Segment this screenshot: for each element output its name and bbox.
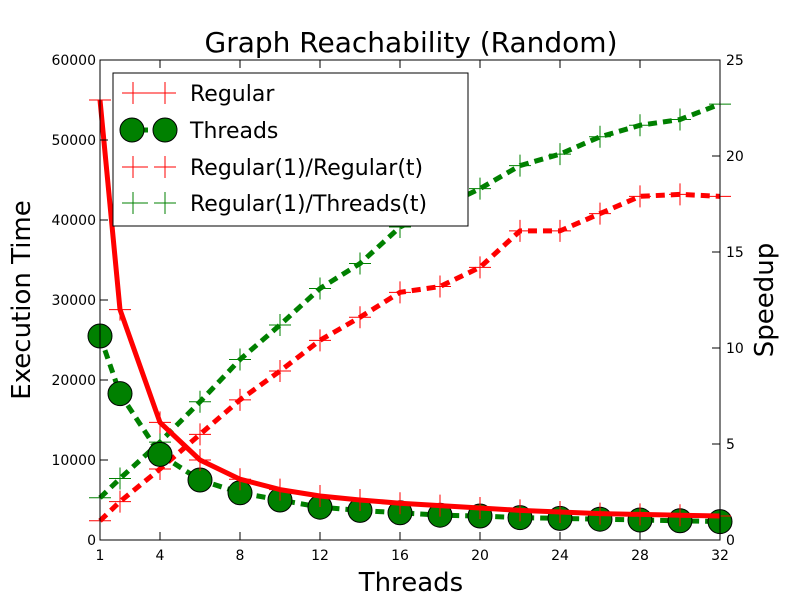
data-point <box>269 313 291 336</box>
legend-marker <box>122 82 144 104</box>
legend-marker <box>152 117 178 143</box>
data-point <box>509 499 531 522</box>
legend-item: Threads <box>119 117 278 144</box>
data-point <box>669 183 691 206</box>
data-point <box>229 348 251 371</box>
y2-axis-label: Speedup <box>750 243 780 358</box>
x-tick-label: 1 <box>96 548 105 564</box>
data-point <box>589 125 611 148</box>
data-point <box>589 202 611 225</box>
data-point <box>509 154 531 177</box>
data-point <box>349 489 371 511</box>
y-tick-label: 50000 <box>51 133 96 149</box>
legend-label: Threads <box>189 119 278 144</box>
data-point <box>189 390 211 413</box>
data-point <box>109 490 131 513</box>
data-point <box>189 449 211 471</box>
data-point <box>429 275 451 298</box>
series-2 <box>89 183 731 532</box>
data-point <box>349 306 371 329</box>
data-point <box>269 478 291 501</box>
y-tick-label: 60000 <box>51 53 96 69</box>
data-point <box>549 501 571 523</box>
legend-item: Regular(1)/Threads(t) <box>122 192 427 217</box>
legend-box <box>112 72 469 227</box>
y2-tick-label: 20 <box>726 149 744 165</box>
legend-marker <box>119 117 145 143</box>
x-tick-label: 32 <box>711 548 729 564</box>
legend: Regular Threads Regular(1)/Regular(t) Regul… <box>112 72 469 227</box>
data-point <box>189 423 211 446</box>
data-point <box>549 219 571 242</box>
x-tick-label: 24 <box>551 548 569 564</box>
data-point <box>389 492 411 515</box>
data-point <box>589 502 611 525</box>
x-tick-label: 8 <box>236 548 245 564</box>
x-axis-label: Threads <box>358 568 463 598</box>
x-tick-label: 4 <box>156 548 165 564</box>
y2-tick-label: 5 <box>726 437 735 453</box>
legend-item: Regular <box>122 82 275 107</box>
y-axis-label: Execution Time <box>7 200 37 399</box>
data-point <box>187 467 213 493</box>
data-point <box>147 441 173 467</box>
data-point <box>469 177 491 200</box>
data-point <box>229 388 251 411</box>
x-tick-label: 28 <box>631 548 649 564</box>
y-tick-label: 40000 <box>51 213 96 229</box>
legend-label: Regular(1)/Threads(t) <box>190 192 427 217</box>
legend-label: Regular(1)/Regular(t) <box>190 156 423 181</box>
data-point <box>109 298 131 321</box>
data-point <box>629 185 651 208</box>
axis-ticks: 1 4 8 12 16 20 24 28 320100002000030000400005000… <box>51 53 743 564</box>
data-point <box>629 114 651 137</box>
y-tick-label: 20000 <box>51 373 96 389</box>
y2-tick-label: 0 <box>726 533 735 549</box>
y-tick-label: 10000 <box>51 453 96 469</box>
x-tick-label: 16 <box>391 548 409 564</box>
data-point <box>309 329 331 352</box>
legend-marker <box>154 156 176 178</box>
chart-title: Graph Reachability (Random) <box>205 26 618 59</box>
legend-item: Regular(1)/Regular(t) <box>122 156 423 181</box>
legend-marker <box>122 192 144 214</box>
legend-label: Regular <box>190 82 275 107</box>
data-point <box>389 281 411 304</box>
data-point <box>509 219 531 242</box>
data-point <box>309 485 331 507</box>
data-point <box>629 503 651 526</box>
plot-marks <box>87 89 733 535</box>
data-point <box>269 360 291 383</box>
data-point <box>669 108 691 131</box>
legend-marker <box>122 156 144 178</box>
x-tick-label: 12 <box>311 548 329 564</box>
y2-tick-label: 15 <box>726 245 744 261</box>
data-point <box>669 504 691 527</box>
data-point <box>229 468 251 491</box>
data-point <box>469 256 491 279</box>
series-line <box>97 335 721 525</box>
y2-tick-label: 10 <box>726 341 744 357</box>
y-tick-label: 30000 <box>51 293 96 309</box>
data-point <box>107 381 133 407</box>
legend-marker <box>154 82 176 104</box>
data-point <box>149 411 171 434</box>
y-tick-label: 0 <box>87 533 96 549</box>
data-point <box>429 494 451 517</box>
data-point <box>309 277 331 300</box>
data-point <box>349 252 371 275</box>
data-point <box>109 467 131 490</box>
y2-tick-label: 25 <box>726 53 744 69</box>
legend-marker <box>154 192 176 214</box>
data-point <box>549 143 571 166</box>
x-tick-label: 20 <box>471 548 489 564</box>
data-point <box>469 497 491 519</box>
